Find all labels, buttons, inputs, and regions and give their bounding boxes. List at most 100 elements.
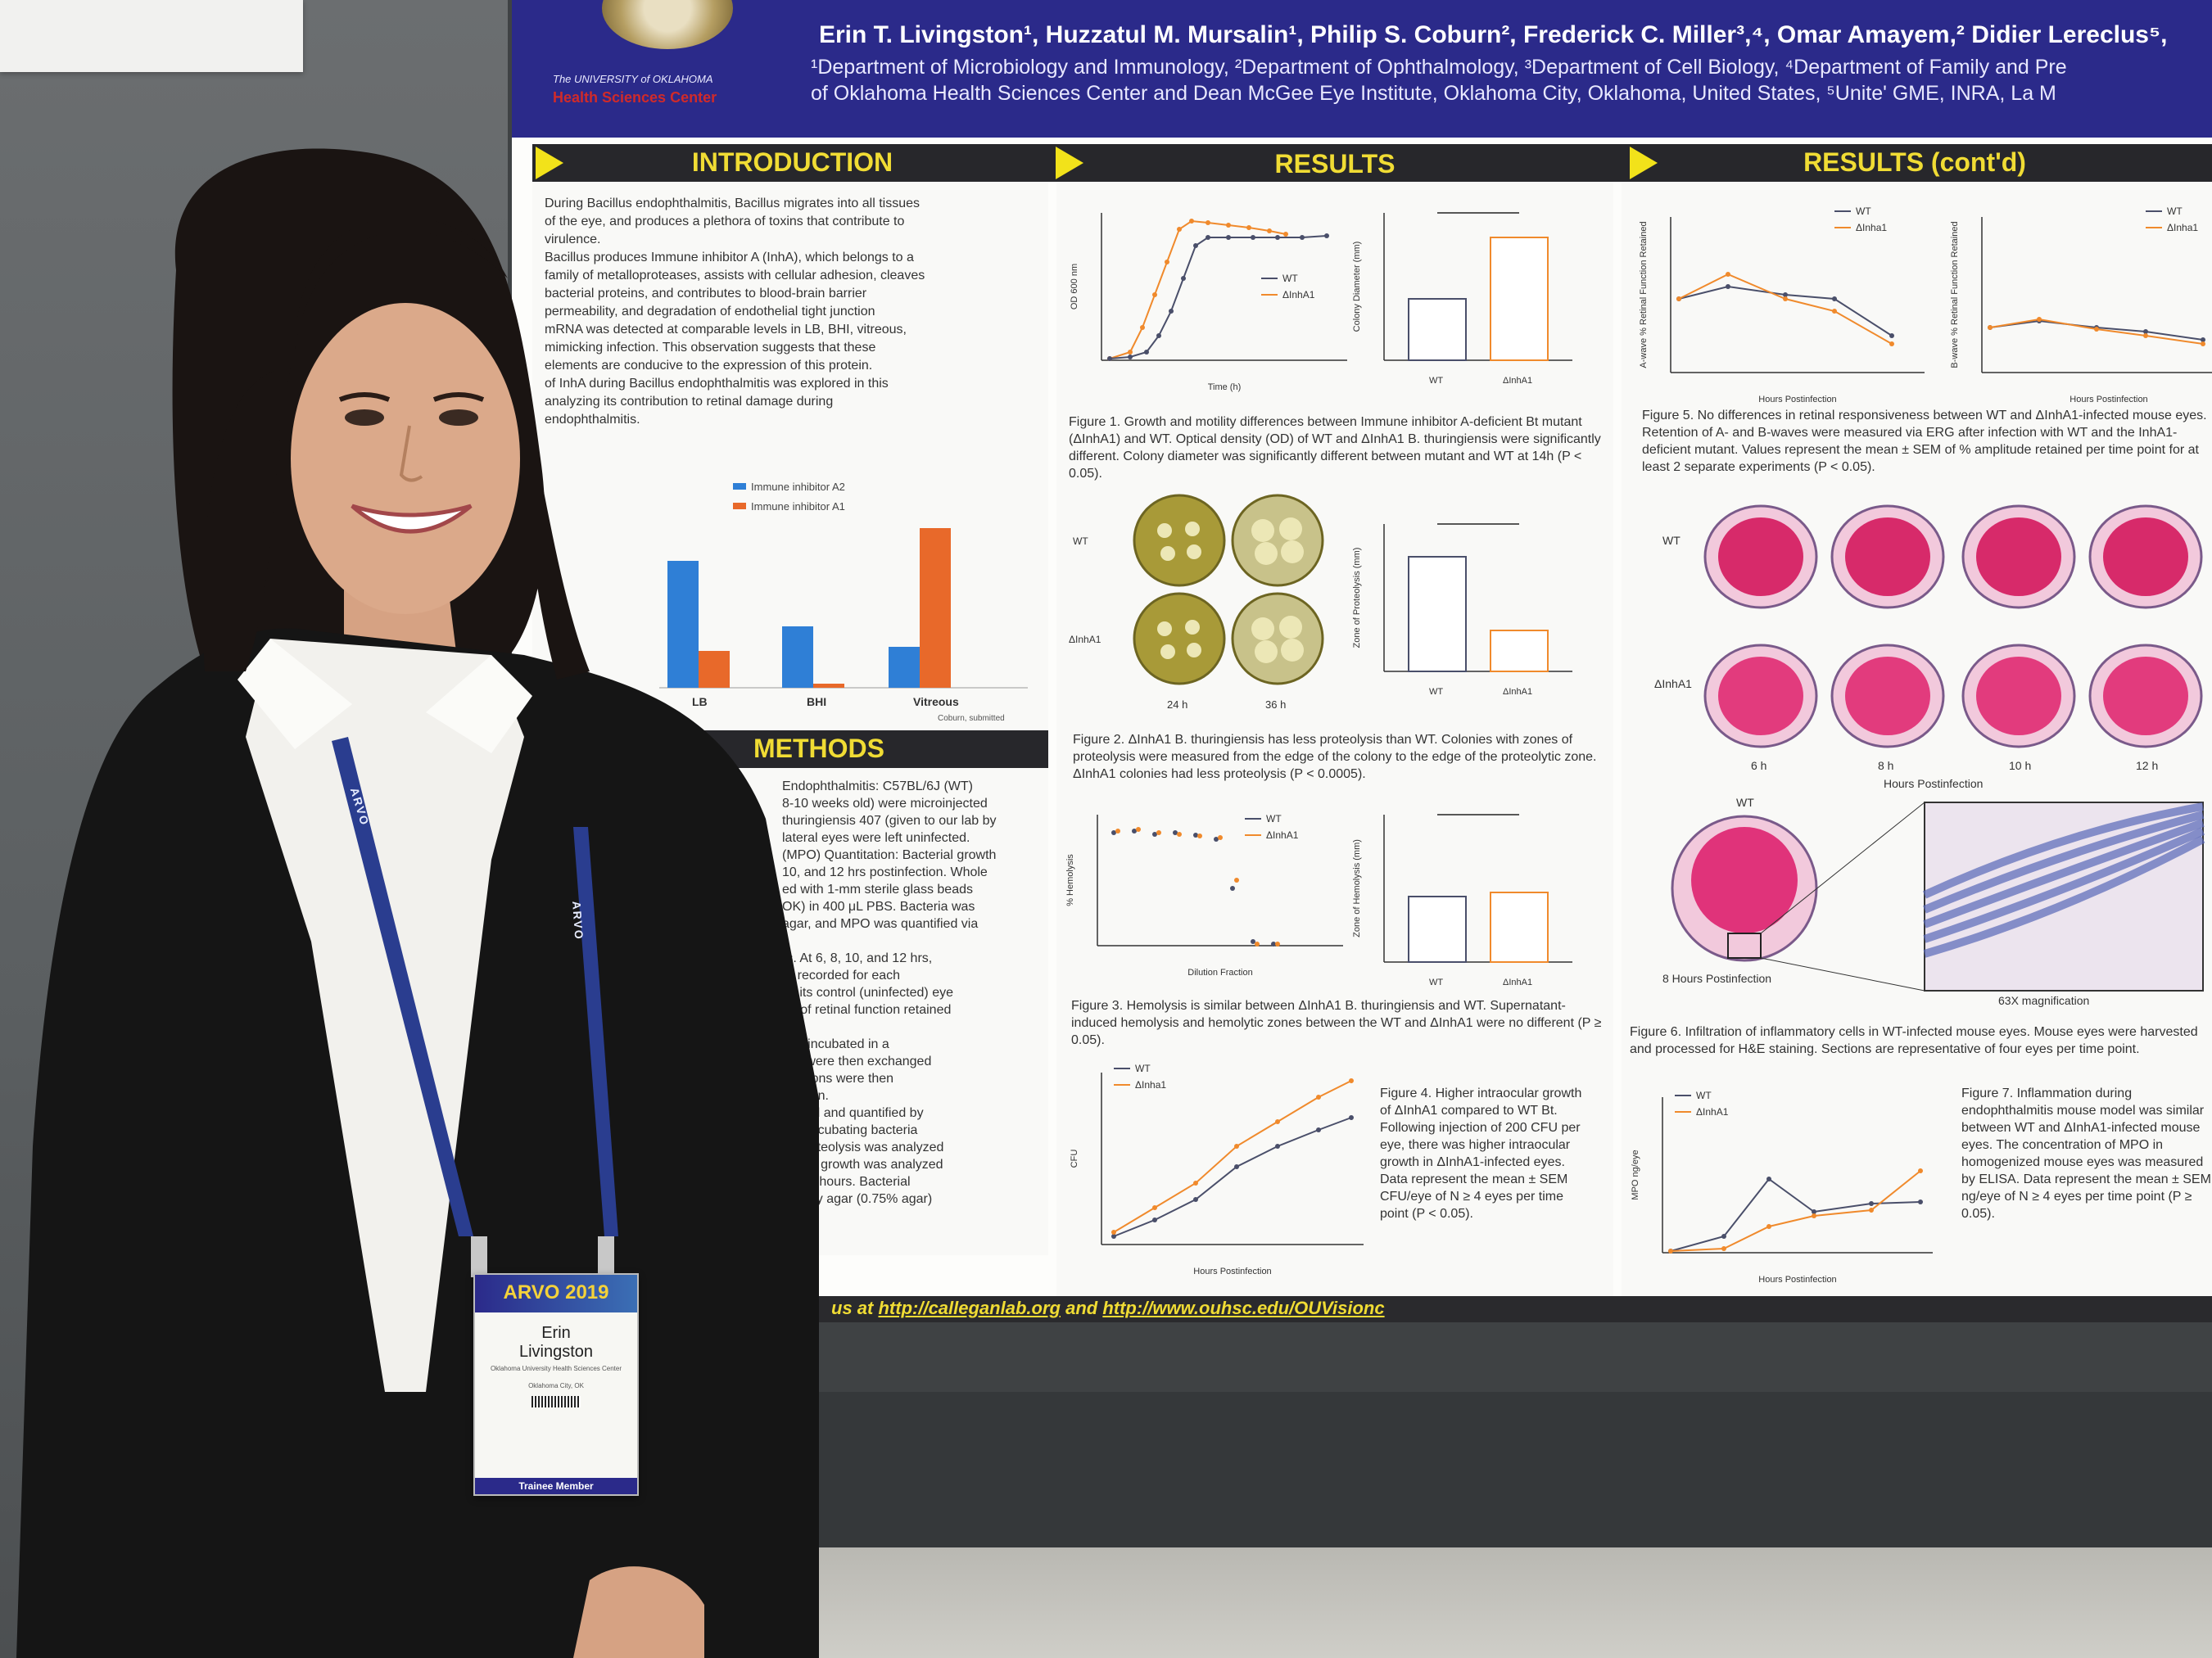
- data-point: [1918, 1199, 1923, 1204]
- eye-section-stain: [1718, 657, 1803, 735]
- data-point: [1128, 355, 1133, 359]
- bar: [920, 528, 951, 688]
- fig4-intraocular-growth-chart: CFU Hours Postinfection WT ΔInha1: [1070, 1063, 1364, 1276]
- data-point: [1226, 235, 1231, 240]
- data-point: [1152, 1205, 1157, 1210]
- legend-label: Immune inhibitor A1: [751, 500, 845, 513]
- data-point: [1783, 296, 1788, 301]
- data-point: [1234, 878, 1239, 883]
- y-axis-label: B-wave % Retinal Function Retained: [1950, 221, 1960, 368]
- data-point: [1668, 1249, 1673, 1254]
- data-point: [1234, 1164, 1239, 1169]
- zoom-line: [1760, 802, 1925, 934]
- fig5-bwave-chart: B-wave % Retinal Function Retained Hours …: [1950, 206, 2212, 404]
- data-point: [1136, 827, 1141, 832]
- data-point: [1111, 1230, 1116, 1235]
- legend-label: Immune inhibitor A2: [751, 481, 845, 493]
- university-name-small: The UNIVERSITY of OKLAHOMA: [553, 73, 713, 85]
- badge-first-name: Erin: [541, 1324, 571, 1342]
- wt-bar: [1408, 298, 1467, 361]
- bar: [889, 647, 920, 688]
- poster-footer-links: us at http://calleganlab.org and http://…: [831, 1298, 1385, 1319]
- methods-line: ith its control (uninfected) eye: [782, 986, 953, 1000]
- data-point: [1832, 309, 1837, 314]
- figure1-caption: Figure 1. Growth and motility difference…: [1069, 415, 1601, 481]
- methods-text: Endophthalmitis: C57BL/6J (WT) 8-10 weeks…: [782, 778, 1044, 1208]
- legend-label: WT: [1696, 1090, 1712, 1101]
- zoom-eye-label: WT: [1736, 796, 1754, 809]
- fig6-histology-grid: WT ΔInhA1 6 h 8 h 10 h 12 h Hours Postinfectio…: [1654, 504, 2203, 790]
- methods-section-bar: METHODS: [704, 730, 1048, 768]
- data-point: [1152, 1218, 1157, 1222]
- data-point: [1197, 834, 1202, 838]
- data-point: [1267, 228, 1272, 233]
- x-axis-label: Hours Postinfection: [1758, 395, 1836, 404]
- badge-event: ARVO 2019: [475, 1275, 637, 1312]
- data-point: [1152, 832, 1157, 837]
- data-point: [1193, 1181, 1198, 1186]
- data-point: [1107, 356, 1112, 361]
- university-center-name: Health Sciences Center: [553, 89, 717, 106]
- histology-time-label: 8 h: [1878, 759, 1893, 772]
- intro-line: analyzing its contribution to retinal da…: [545, 395, 834, 409]
- methods-line: 8-10 weeks old) were microinjected: [782, 797, 988, 811]
- colony: [1279, 616, 1302, 639]
- data-point: [1251, 939, 1255, 944]
- data-point: [1189, 219, 1194, 224]
- data-point: [1869, 1208, 1874, 1213]
- introduction-text: During Bacillus endophthalmitis, Bacillu…: [545, 195, 1040, 429]
- data-point: [1206, 220, 1210, 225]
- lab-website-link[interactable]: http://calleganlab.org: [878, 1298, 1061, 1318]
- fig3-hemolysis-zone-bars: Zone of Hemolysis (mm) WT ΔInhA1: [1352, 814, 1572, 987]
- section-arrow-icon: [536, 147, 563, 179]
- data-point: [1812, 1209, 1816, 1214]
- colony: [1281, 639, 1304, 662]
- bar: [782, 626, 813, 688]
- colony: [1185, 620, 1200, 635]
- methods-line: yes were then exchanged: [782, 1055, 932, 1068]
- data-point: [2143, 329, 2148, 334]
- legend-label: ΔInhA1: [1266, 829, 1299, 841]
- eye-section-stain: [1845, 657, 1930, 735]
- data-point: [1206, 235, 1210, 240]
- introduction-title: INTRODUCTION: [691, 147, 893, 177]
- university-logo: The UNIVERSITY of OKLAHOMA Health Scienc…: [553, 70, 717, 106]
- data-point: [1721, 1234, 1726, 1239]
- section-arrow-icon: [1056, 147, 1083, 179]
- eye-section-stain: [2103, 657, 2188, 735]
- fig7-mpo-chart: MPO ng/eye Hours Postinfection WT ΔInhA1: [1631, 1090, 1933, 1285]
- data-point: [1111, 1234, 1116, 1239]
- data-point: [1193, 243, 1198, 248]
- affiliation-line: ¹Department of Microbiology and Immunolo…: [811, 56, 2067, 79]
- ouhsc-website-link[interactable]: http://www.ouhsc.edu/OUVisionc: [1102, 1298, 1385, 1318]
- data-point: [2201, 341, 2205, 346]
- plate-row-label: ΔInhA1: [1069, 634, 1101, 645]
- data-point: [1169, 309, 1174, 314]
- intro-line: Bacillus produces Immune inhibitor A (In…: [545, 251, 914, 264]
- data-point: [1255, 942, 1260, 946]
- data-point: [1218, 835, 1223, 840]
- intro-line: mimicking infection. This observation su…: [545, 341, 876, 355]
- x-axis-label: Dilution Fraction: [1187, 968, 1252, 978]
- mutant-series: [1678, 273, 1893, 345]
- colony: [1160, 546, 1175, 561]
- y-axis-label: Colony Diameter (mm): [1352, 242, 1362, 332]
- methods-line: and incubated in a: [782, 1037, 889, 1051]
- fig2-agar-plates: WT ΔInhA1 24 h 36 h: [1069, 494, 1324, 711]
- colony: [1281, 540, 1304, 563]
- data-point: [1230, 886, 1235, 891]
- figure7-caption: Figure 7. Inflammation during endophthal…: [1961, 1087, 2211, 1221]
- y-axis-label: A-wave % Retinal Function Retained: [1639, 221, 1649, 368]
- data-point: [1115, 829, 1120, 834]
- eye-section-stain: [1691, 827, 1798, 933]
- footer-and: and: [1065, 1298, 1098, 1318]
- data-point: [1152, 292, 1157, 297]
- intro-line: family of metalloproteases, assists with…: [545, 269, 925, 282]
- poster-footer-bar: [770, 1296, 2212, 1322]
- legend-label: WT: [1135, 1063, 1151, 1074]
- data-point: [1766, 1224, 1771, 1229]
- data-point: [1832, 296, 1837, 301]
- badge-institution: Oklahoma University Health Sciences Cent…: [490, 1365, 622, 1372]
- plate-time-label: 24 h: [1167, 698, 1187, 711]
- results-cont-section-bar: RESULTS (cont'd): [1617, 144, 2212, 182]
